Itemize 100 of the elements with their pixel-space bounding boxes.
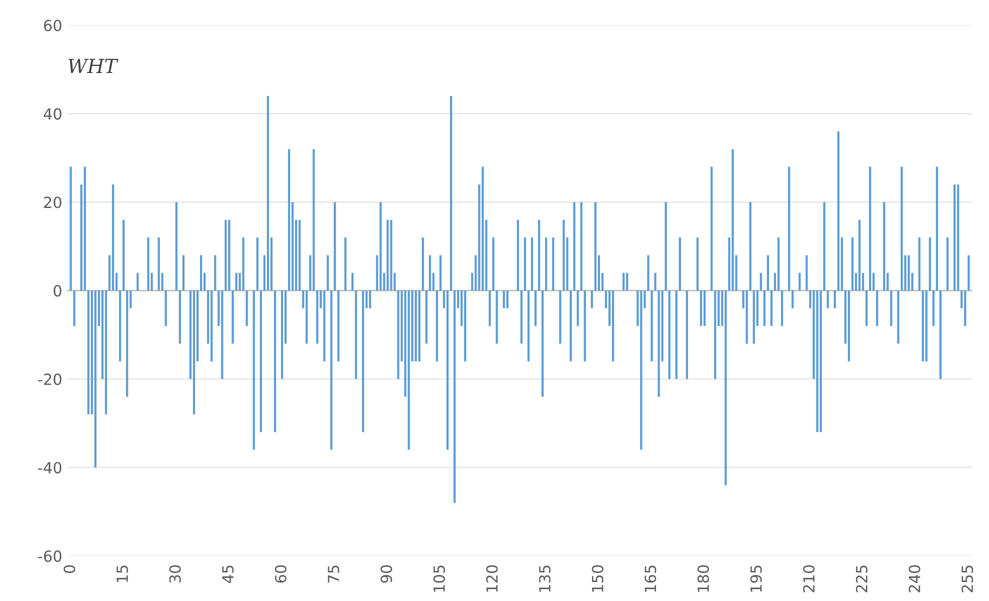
bar xyxy=(851,238,854,291)
bar xyxy=(798,272,801,291)
bar xyxy=(520,290,523,344)
bar xyxy=(954,184,956,291)
bar xyxy=(337,290,340,362)
bar xyxy=(552,238,554,291)
bar xyxy=(918,238,920,291)
bar xyxy=(766,255,770,291)
bar xyxy=(126,290,128,397)
bar xyxy=(576,290,579,326)
bar xyxy=(446,290,449,450)
x-tick-label: 120 xyxy=(486,565,498,592)
bar xyxy=(326,255,329,291)
bar xyxy=(714,290,716,380)
y-tick-label: 0 xyxy=(54,285,62,297)
bar xyxy=(584,290,586,362)
text: WHT xyxy=(68,58,118,74)
bar xyxy=(834,290,836,308)
bar xyxy=(354,290,358,380)
x-tick-label: 75 xyxy=(328,566,340,582)
bar xyxy=(732,149,734,291)
bar xyxy=(573,202,576,291)
bar xyxy=(408,290,410,450)
bar xyxy=(826,290,829,308)
x-tick-label: 255 xyxy=(962,566,974,592)
bar xyxy=(869,166,872,291)
bar xyxy=(362,290,364,432)
bar xyxy=(312,149,315,291)
bar xyxy=(178,290,181,344)
bar xyxy=(946,238,949,291)
bar xyxy=(506,290,508,308)
bar xyxy=(280,290,284,380)
bar xyxy=(228,220,230,291)
bar xyxy=(260,290,262,432)
bar xyxy=(136,272,139,291)
bar xyxy=(488,290,491,326)
x-tick-label: 45 xyxy=(222,566,234,583)
y-tick-label: 60 xyxy=(44,20,62,32)
bar xyxy=(686,290,688,380)
bar xyxy=(622,272,625,291)
bar xyxy=(112,184,114,291)
bar xyxy=(900,166,903,291)
bar xyxy=(559,290,562,344)
bar xyxy=(418,290,420,362)
bar xyxy=(274,290,276,432)
bar xyxy=(316,290,318,344)
x-tick-label: 0 xyxy=(64,565,76,573)
bar xyxy=(380,202,382,291)
y-tick-label: 40 xyxy=(44,108,62,120)
bar xyxy=(530,238,534,291)
bar xyxy=(235,272,238,291)
bar xyxy=(527,290,530,362)
x-tick-label: 210 xyxy=(803,565,815,592)
bar xyxy=(422,238,424,291)
y-tick-label: -20 xyxy=(38,373,62,386)
x-tick-label: 105 xyxy=(433,566,445,592)
bar xyxy=(84,166,86,291)
x-tick-label: 195 xyxy=(750,566,762,592)
bar xyxy=(232,290,234,344)
bar xyxy=(658,290,660,397)
bar xyxy=(224,220,227,291)
bar xyxy=(200,255,202,291)
bar xyxy=(792,290,794,308)
bar xyxy=(562,220,565,291)
bar xyxy=(214,255,216,291)
bar xyxy=(164,290,167,326)
bar xyxy=(439,255,442,291)
bar xyxy=(450,96,452,291)
bar xyxy=(957,184,960,291)
bar xyxy=(760,272,762,291)
bar xyxy=(192,290,196,414)
bar xyxy=(612,290,614,362)
bar xyxy=(939,290,942,380)
bar xyxy=(464,290,466,362)
bar xyxy=(158,238,160,291)
bar xyxy=(252,290,255,450)
bar xyxy=(678,238,681,291)
bar xyxy=(700,290,702,326)
bar xyxy=(964,290,966,326)
bar xyxy=(746,290,748,344)
bar xyxy=(788,166,790,291)
bar xyxy=(147,238,150,291)
x-tick-label: 240 xyxy=(908,565,920,592)
bar xyxy=(542,290,544,397)
bar xyxy=(724,290,727,486)
x-tick-label: 225 xyxy=(856,566,868,592)
x-tick-label: 150 xyxy=(592,565,604,592)
bar xyxy=(306,290,308,344)
bar xyxy=(675,290,678,380)
bar xyxy=(122,220,125,291)
bar xyxy=(594,202,596,291)
bar xyxy=(369,290,372,308)
bar xyxy=(816,290,818,432)
bar xyxy=(334,202,336,291)
x-tick-label: 165 xyxy=(644,566,656,592)
bar xyxy=(848,290,850,362)
bar xyxy=(780,290,784,326)
x-tick-label: 90 xyxy=(380,565,392,583)
bar xyxy=(330,290,332,450)
bar xyxy=(288,149,290,291)
